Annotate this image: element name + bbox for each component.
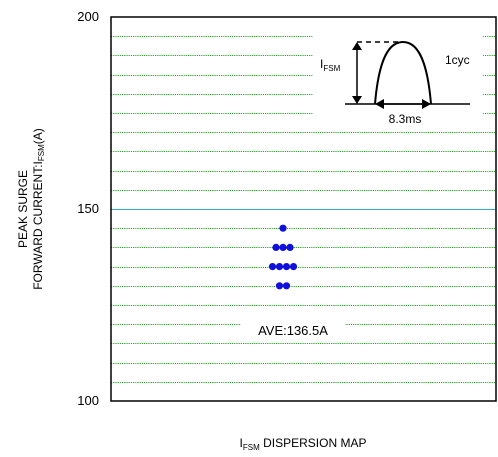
data-point [268, 263, 277, 271]
inset-ifsm-label: IFSM [320, 57, 341, 73]
data-point [289, 263, 298, 271]
y-tick-label: 100 [77, 393, 99, 408]
inset-period-arrow-head-right [422, 99, 431, 109]
average-label: AVE:136.5A [258, 323, 328, 338]
data-point [286, 243, 294, 251]
data-point [275, 282, 284, 290]
x-axis-title: IFSM DISPERSION MAP [240, 436, 367, 452]
y-axis-title-line2: FORWARD CURRENT:IFSM(A) [31, 128, 46, 290]
inset-ifsm-arrow-head-top [352, 42, 362, 50]
average-label-box [241, 319, 345, 341]
data-point [282, 282, 291, 290]
y-axis-title-line1: PEAK SURGE [16, 170, 30, 248]
inset-background [313, 34, 483, 128]
surge-waveform-inset: IFSM 1cyc 8.3ms [313, 34, 483, 128]
inset-cycle-label: 1cyc [445, 53, 470, 67]
plot-frame [110, 16, 497, 402]
grid-lines [111, 36, 496, 383]
data-points [268, 224, 298, 290]
data-point [282, 263, 291, 271]
data-point [279, 243, 287, 251]
inset-period-arrow-head-left [375, 99, 384, 109]
inset-period-label: 8.3ms [389, 112, 422, 126]
average-annotation: AVE:136.5A [241, 319, 345, 341]
y-tick-label: 200 [77, 9, 99, 24]
data-point [275, 263, 284, 271]
inset-ifsm-arrow-head-bottom [352, 96, 362, 104]
y-tick-label: 150 [77, 201, 99, 216]
y-tick-labels: 100 150 200 [77, 9, 99, 408]
data-point [279, 224, 287, 232]
y-axis-title: PEAK SURGE FORWARD CURRENT:IFSM(A) [16, 128, 46, 290]
data-point [272, 243, 280, 251]
